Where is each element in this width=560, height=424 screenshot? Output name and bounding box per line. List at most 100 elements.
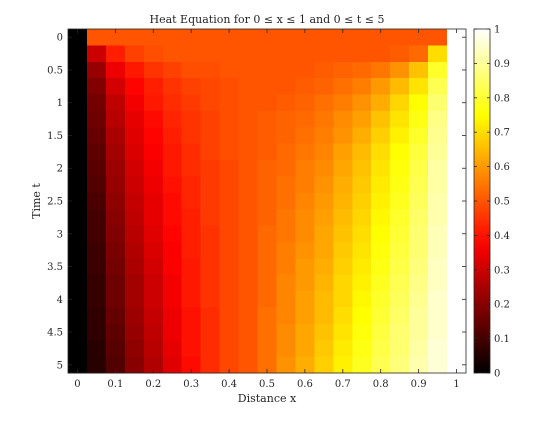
heatmap-cell [181, 241, 202, 259]
heatmap-cell [200, 176, 221, 194]
heatmap-cell [181, 78, 202, 95]
x-tick-label: 0.4 [221, 379, 237, 390]
heatmap-cell [105, 110, 126, 128]
heatmap-cell [238, 29, 258, 46]
heatmap-cell [390, 356, 410, 374]
heatmap-cell [333, 192, 353, 210]
heatmap-cell [276, 127, 296, 145]
heatmap-cell [257, 307, 277, 325]
heatmap-cell [257, 225, 277, 243]
heatmap-cell [143, 94, 164, 112]
heatmap-cell [68, 110, 88, 128]
heatmap-cell [68, 241, 88, 259]
heatmap-cell [390, 143, 410, 161]
heatmap-cell [86, 61, 107, 79]
heatmap-cell [162, 291, 183, 308]
heatmap-cell [257, 192, 277, 210]
heatmap-cell [238, 225, 258, 243]
heatmap-cell [219, 29, 239, 46]
heatmap-cell [314, 340, 334, 358]
heatmap-cell [447, 78, 467, 95]
heatmap-cell [200, 241, 221, 259]
heatmap-cell [390, 160, 410, 177]
heatmap-cell [276, 307, 296, 325]
heatmap-cell [238, 291, 258, 308]
heatmap-cell [86, 176, 107, 194]
heatmap-cell [314, 176, 334, 194]
heatmap-cell [333, 94, 353, 112]
x-tick-label: 0.8 [373, 379, 389, 390]
heatmap-cell [333, 61, 353, 79]
heatmap-cell [257, 143, 277, 161]
heatmap-cell [68, 323, 88, 341]
heatmap-cell [295, 274, 315, 292]
x-tick-label: 0.6 [297, 379, 313, 390]
heatmap-cell [428, 209, 448, 226]
heatmap-cell [352, 29, 372, 46]
heatmap-cell [314, 45, 334, 63]
heatmap-cell [276, 241, 296, 259]
heatmap-cell [409, 323, 429, 341]
heatmap-cell [86, 143, 107, 161]
heatmap-cell [162, 110, 183, 128]
heatmap-cell [447, 143, 467, 161]
heatmap-cell [181, 225, 202, 243]
heatmap-cell [447, 323, 467, 341]
heatmap-cell [219, 143, 239, 161]
heatmap-cell [257, 78, 277, 95]
heatmap-cell [219, 291, 239, 308]
heatmap-cell [124, 307, 145, 325]
x-tick-label: 1 [453, 379, 459, 390]
heatmap-cell [371, 192, 391, 210]
heatmap-cell [428, 160, 448, 177]
heatmap-cell [333, 323, 353, 341]
heatmap-cell [143, 225, 164, 243]
heatmap-cell [86, 340, 107, 358]
heatmap-cell [105, 209, 126, 226]
heatmap-cell [124, 110, 145, 128]
heatmap-cell [257, 94, 277, 112]
colorbar-tick-label: 0.6 [494, 162, 510, 173]
y-tick-label: 0 [57, 33, 63, 44]
heatmap-cell [124, 176, 145, 194]
heatmap-cell [390, 45, 410, 63]
heatmap-cell [428, 241, 448, 259]
heatmap-cell [333, 45, 353, 63]
heatmap-cell [371, 160, 391, 177]
heatmap-cell [238, 127, 258, 145]
heatmap-cell [428, 274, 448, 292]
heatmap-cell [409, 176, 429, 194]
heatmap-cell [428, 176, 448, 194]
heatmap-cell [238, 78, 258, 95]
heatmap-cell [333, 307, 353, 325]
heatmap-cell [314, 274, 334, 292]
heatmap-cell [86, 274, 107, 292]
heatmap-cell [352, 307, 372, 325]
colorbar-tick-label: 0 [494, 369, 500, 380]
y-tick-label: 1 [57, 98, 63, 109]
heatmap-cell [162, 192, 183, 210]
heatmap-cell [447, 192, 467, 210]
heatmap-cell [352, 356, 372, 374]
heatmap-cell [143, 356, 164, 374]
heatmap-cell [295, 29, 315, 46]
heatmap-cell [162, 258, 183, 276]
heatmap-cell [124, 29, 145, 46]
heatmap-cell [181, 127, 202, 145]
heatmap-cell [390, 258, 410, 276]
heatmap-cell [276, 291, 296, 308]
colorbar-gradient [474, 29, 490, 373]
heatmap-cell [428, 29, 448, 46]
heatmap-cell [86, 258, 107, 276]
heatmap-cell [238, 61, 258, 79]
heatmap-cell [257, 61, 277, 79]
heatmap-cells [68, 29, 467, 374]
heatmap-cell [428, 258, 448, 276]
colorbar-tick-label: 1 [494, 25, 500, 36]
heatmap-cell [295, 61, 315, 79]
heatmap-cell [181, 94, 202, 112]
heatmap-cell [181, 176, 202, 194]
heatmap-cell [219, 61, 239, 79]
heatmap-cell [371, 94, 391, 112]
heatmap-cell [105, 45, 126, 63]
